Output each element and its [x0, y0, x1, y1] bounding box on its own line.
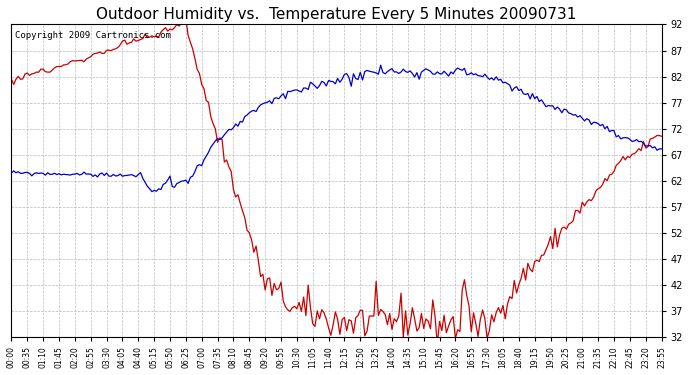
Text: Copyright 2009 Cartronics.com: Copyright 2009 Cartronics.com — [14, 31, 170, 40]
Title: Outdoor Humidity vs.  Temperature Every 5 Minutes 20090731: Outdoor Humidity vs. Temperature Every 5… — [97, 7, 577, 22]
